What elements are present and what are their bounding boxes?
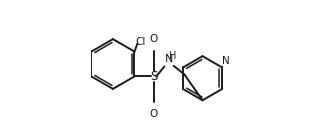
Text: N: N xyxy=(165,54,173,64)
Text: S: S xyxy=(150,70,157,83)
Text: Cl: Cl xyxy=(135,37,145,47)
Text: O: O xyxy=(150,34,158,44)
Text: N: N xyxy=(222,56,230,66)
Text: H: H xyxy=(169,51,177,61)
Text: O: O xyxy=(150,109,158,119)
